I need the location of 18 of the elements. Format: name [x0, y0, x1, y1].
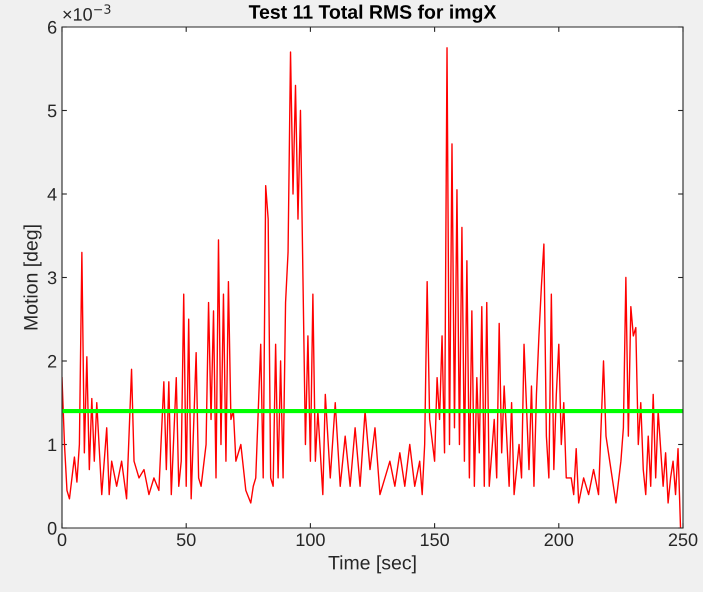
x-tick-label: 150 — [420, 533, 449, 546]
x-axis-title: Time [sec] — [328, 555, 416, 574]
x-tick-label: 0 — [58, 533, 66, 546]
y-tick-label: 0 — [48, 522, 56, 535]
line-series — [62, 47, 682, 528]
y-axis-title: Motion [deg] — [23, 225, 42, 330]
x-tick-label: 50 — [176, 533, 196, 546]
y-tick-label: 3 — [48, 271, 56, 284]
x-tick-label: 100 — [296, 533, 325, 546]
y-tick-label: 2 — [48, 354, 56, 368]
x-tick-label: 200 — [544, 533, 574, 546]
y-tick-label: 6 — [48, 20, 56, 34]
text: ×10$^{−3}$ — [63, 4, 110, 21]
x-tick-label: 250 — [668, 533, 698, 546]
y-tick-label: 5 — [48, 104, 56, 118]
y-tick-label: 4 — [48, 188, 57, 201]
chart-title: Test 11 Total RMS for imgX — [248, 4, 496, 23]
y-tick-label: 1 — [48, 438, 56, 452]
